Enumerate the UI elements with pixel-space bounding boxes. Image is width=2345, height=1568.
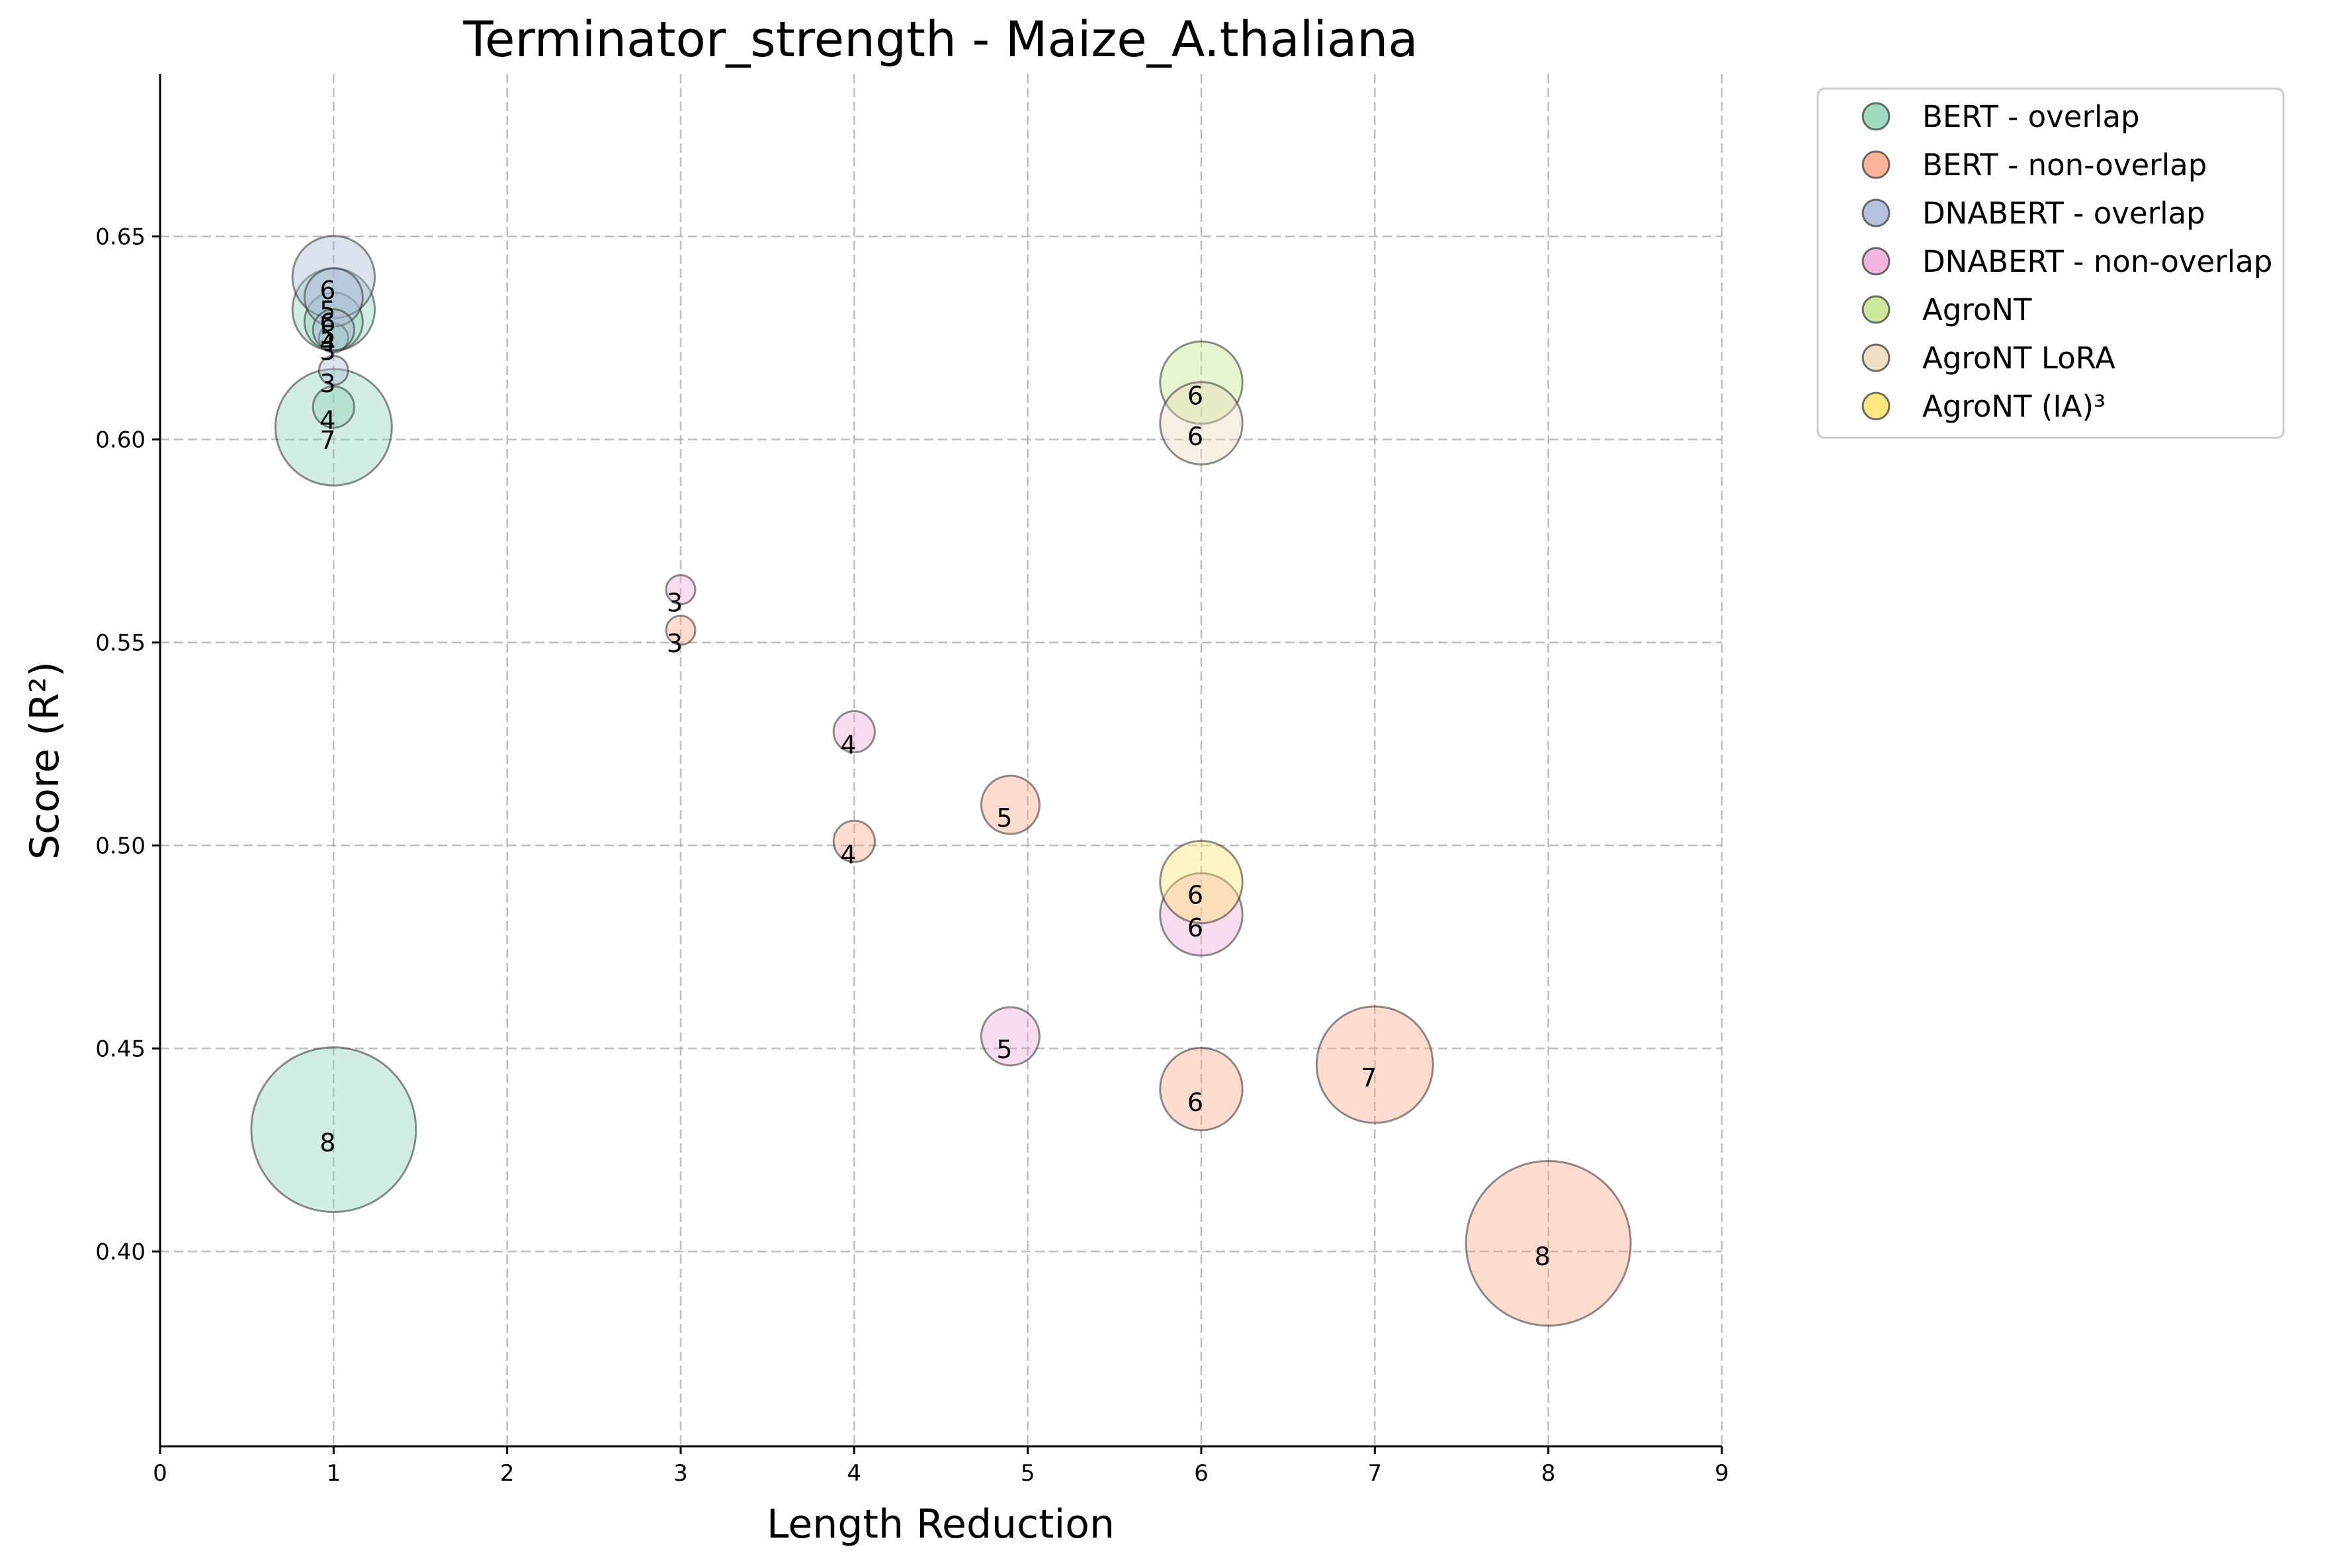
x-axis-title: Length Reduction — [767, 1501, 1115, 1547]
bubble-label: 6 — [1187, 422, 1203, 451]
legend-marker — [1861, 150, 1891, 179]
bubble-label: 8 — [1535, 1242, 1551, 1271]
bubble-point — [318, 322, 349, 354]
chart-title: Terminator_strength - Maize_A.thaliana — [462, 11, 1418, 68]
y-tick-label: 0.55 — [95, 630, 146, 656]
legend-frame — [1816, 87, 2285, 439]
bubble-label: 6 — [1187, 382, 1203, 411]
axes — [159, 74, 1722, 1448]
x-tick-label: 0 — [153, 1460, 167, 1487]
legend-marker — [1861, 343, 1891, 372]
grid — [160, 74, 1723, 1446]
x-tick-label: 6 — [1194, 1460, 1209, 1487]
legend-marker — [1861, 392, 1891, 421]
legend-marker — [1861, 198, 1891, 227]
x-ticks: 0 1 2 3 4 5 6 7 8 9 — [153, 1446, 1729, 1487]
legend-label: DNABERT - overlap — [1922, 196, 2205, 231]
bubble-point — [1159, 1047, 1244, 1132]
legend-label: AgroNT (IA)³ — [1922, 389, 2106, 424]
y-tick-label: 0.65 — [95, 224, 146, 251]
bubble-label: 4 — [840, 840, 856, 869]
bubbles — [250, 235, 1632, 1327]
y-tick-label: 0.50 — [95, 833, 146, 859]
bubble-label: 5 — [320, 296, 335, 325]
bubble-label: 8 — [320, 1128, 335, 1157]
bubble-point — [318, 354, 349, 386]
y-tick-label: 0.60 — [95, 427, 146, 454]
bubble-point — [303, 267, 364, 328]
bubble-label: 5 — [320, 320, 335, 349]
bubble-point — [312, 385, 355, 429]
bubble-label: 3 — [667, 629, 683, 658]
bubble-point — [1159, 839, 1244, 925]
bubble-label: 4 — [840, 731, 856, 760]
bubble-point — [665, 574, 697, 606]
bubble-label: 3 — [667, 589, 683, 618]
bubble-label: 7 — [1361, 1063, 1377, 1093]
x-tick-label: 7 — [1368, 1460, 1383, 1487]
bubble-label: 3 — [320, 369, 335, 398]
bubble-point — [1315, 1005, 1434, 1124]
y-axis-title: Score (R²) — [22, 661, 68, 860]
legend-label: DNABERT - non-overlap — [1922, 244, 2272, 279]
bubble-point — [312, 308, 355, 352]
bubble-point — [832, 819, 876, 863]
bubble-label: 6 — [320, 276, 335, 305]
bubble-label: 7 — [320, 426, 335, 455]
x-tick-label: 8 — [1541, 1460, 1556, 1487]
x-tick-label: 4 — [847, 1460, 862, 1487]
legend-label: BERT - overlap — [1922, 99, 2140, 134]
bubble-label: 6 — [1187, 913, 1203, 942]
bubble-label: 6 — [1187, 881, 1203, 910]
legend-label: BERT - non-overlap — [1922, 147, 2207, 183]
x-tick-label: 1 — [327, 1460, 341, 1487]
bubble-point — [980, 774, 1041, 835]
bubble-label: 6 — [320, 308, 335, 337]
y-ticks: 0.40 0.45 0.50 0.55 0.60 0.65 — [95, 224, 160, 1265]
legend-marker — [1861, 247, 1891, 276]
bubble-label: 4 — [320, 329, 335, 358]
bubble-point — [832, 710, 876, 754]
bubble-label: 6 — [1187, 1088, 1203, 1117]
x-tick-label: 2 — [500, 1460, 515, 1487]
bubble-point — [665, 614, 697, 646]
x-tick-label: 3 — [673, 1460, 688, 1487]
legend-marker — [1861, 295, 1891, 324]
bubble-point — [1465, 1160, 1632, 1327]
y-tick-label: 0.40 — [95, 1239, 146, 1265]
bubble-label: 5 — [996, 804, 1012, 833]
legend-label: AgroNT LoRA — [1922, 341, 2115, 376]
bubble-point — [291, 235, 376, 319]
bubble-label: 3 — [320, 337, 335, 366]
x-tick-label: 9 — [1715, 1460, 1729, 1487]
bubble-label: 5 — [996, 1035, 1012, 1064]
bubble-label: 4 — [320, 405, 335, 434]
bubble-point — [1159, 872, 1244, 957]
bubble-point — [980, 1006, 1041, 1067]
bubble-point — [1159, 381, 1244, 466]
x-tick-label: 5 — [1021, 1460, 1035, 1487]
legend-label: AgroNT — [1922, 292, 2032, 327]
y-tick-label: 0.45 — [95, 1036, 146, 1062]
bubble-point — [250, 1046, 417, 1214]
legend-marker — [1861, 102, 1891, 131]
legend: BERT - overlap BERT - non-overlap DNABERT … — [1816, 87, 2285, 439]
